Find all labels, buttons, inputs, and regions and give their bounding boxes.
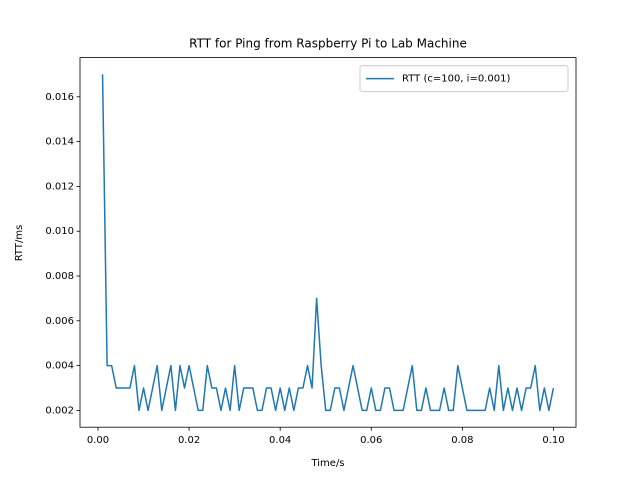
y-tick-label: 0.016 — [45, 92, 74, 103]
y-axis-label: RTT/ms — [14, 225, 25, 262]
y-tick-label: 0.010 — [45, 226, 74, 237]
x-tick-label: 0.10 — [542, 435, 564, 446]
y-tick-label: 0.004 — [45, 361, 74, 372]
x-tick-label: 0.04 — [269, 435, 291, 446]
x-tick-label: 0.02 — [178, 435, 200, 446]
plot-frame — [79, 57, 577, 428]
legend-box — [359, 65, 569, 93]
x-tick-label: 0.00 — [87, 435, 109, 446]
x-tick-label: 0.08 — [451, 435, 473, 446]
y-tick-label: 0.006 — [45, 316, 74, 327]
x-axis-label: Time/s — [310, 458, 344, 469]
y-tick-label: 0.008 — [45, 271, 74, 282]
y-tick-label: 0.002 — [45, 405, 74, 416]
y-tick-label: 0.012 — [45, 181, 74, 192]
x-tick-label: 0.06 — [360, 435, 382, 446]
chart-title: RTT for Ping from Raspberry Pi to Lab Ma… — [189, 37, 467, 51]
y-tick-label: 0.014 — [45, 137, 74, 148]
legend-label: RTT (c=100, i=0.001) — [402, 74, 510, 85]
line — [101, 74, 555, 412]
